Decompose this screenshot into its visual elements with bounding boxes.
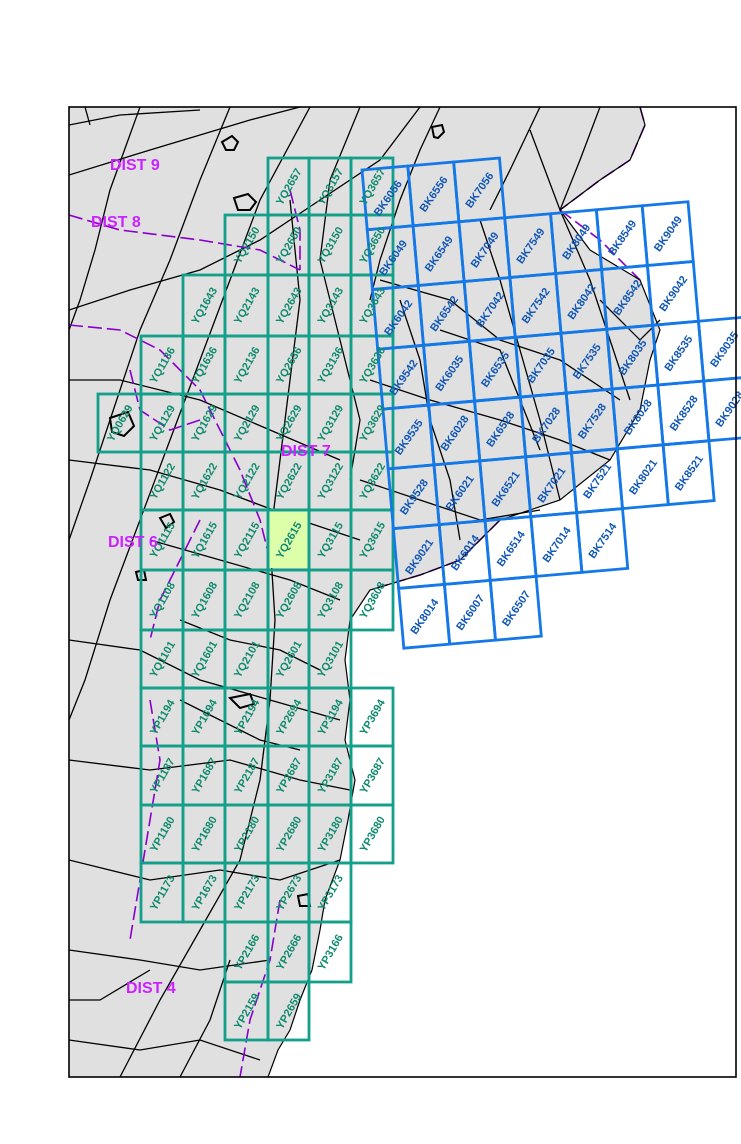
land-area	[69, 107, 660, 1077]
bk-tile-label: BK7014	[541, 524, 574, 565]
bk-tile-label: BK8549	[606, 218, 639, 258]
bk-tile-label: BK8021	[627, 457, 660, 497]
bk-tile-label: BK8521	[673, 453, 706, 493]
yq-tile-label: YP3694	[358, 697, 388, 738]
district-label-9: DIST 9	[110, 157, 160, 174]
yq-tile	[266, 980, 311, 1042]
coastline	[267, 107, 661, 1077]
district-label-8: DIST 8	[91, 214, 141, 231]
yq-tile	[349, 568, 395, 632]
bk-tile	[575, 507, 630, 574]
yq-tile	[349, 803, 395, 865]
bk-tile-label: BK6514	[495, 528, 528, 569]
bk-tile-label: BK9028	[714, 390, 741, 430]
yq-tile	[307, 920, 353, 984]
islands	[108, 123, 446, 907]
bk-tile-label: BK7514	[587, 520, 620, 561]
bk-tile-label: BK8014	[408, 596, 441, 637]
yq-tile-label: YP3680	[358, 815, 388, 855]
bk-tile-label: BK9042	[657, 274, 690, 314]
bk-grid	[360, 156, 741, 650]
bk-tile	[702, 376, 741, 443]
bk-tile	[488, 574, 543, 642]
bk-tile-label: BK6507	[500, 589, 533, 629]
highlighted-tile	[268, 510, 309, 568]
map-frame	[68, 106, 737, 1078]
district-label-7: DIST 7	[281, 443, 331, 460]
bk-tile-label: BK8535	[662, 334, 695, 374]
bk-tile	[661, 439, 716, 507]
yq-tile-label: YP3166	[316, 933, 346, 973]
district-label-4: DIST 4	[126, 980, 176, 997]
bk-tile-label: BK8528	[668, 394, 701, 434]
bk-tile	[696, 316, 741, 383]
bk-tile-label: BK9049	[652, 214, 685, 254]
yq-tile-label: YP3687	[358, 756, 388, 796]
district-label-6: DIST 6	[108, 534, 158, 551]
bk-tile-label: BK6007	[454, 593, 487, 633]
